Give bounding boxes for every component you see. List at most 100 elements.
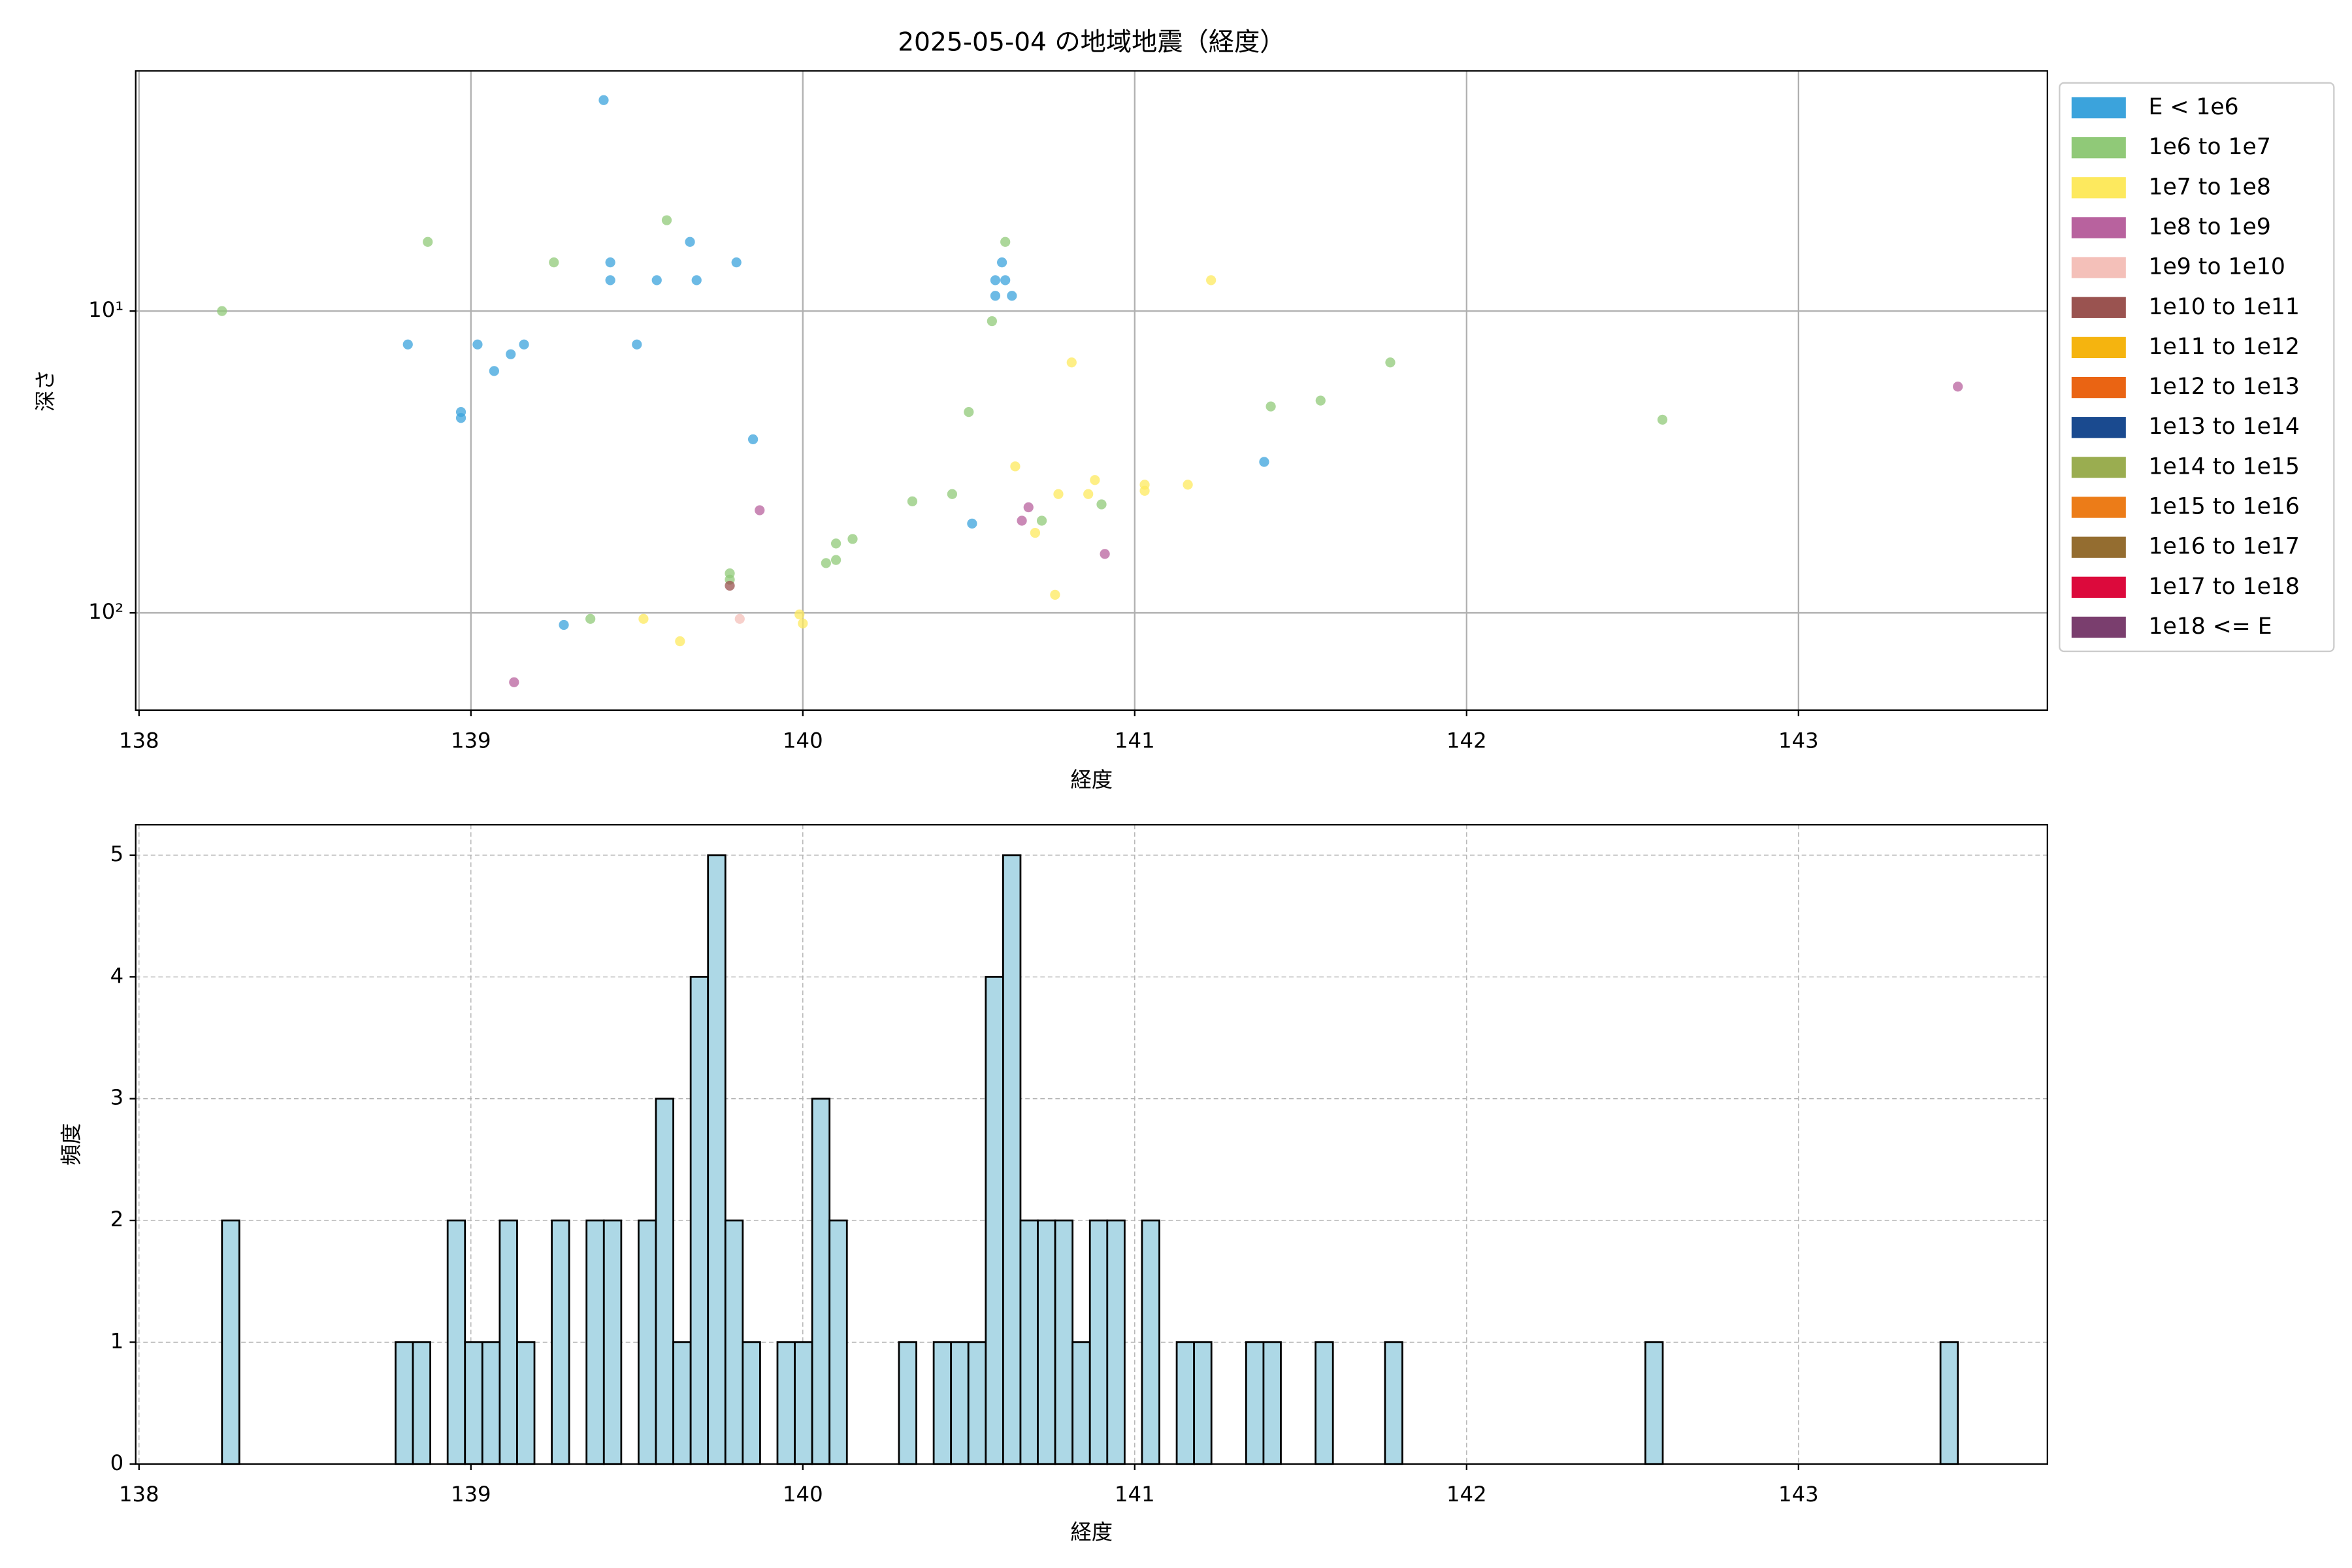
x-tick-label: 139	[451, 728, 491, 753]
legend-swatch	[2071, 137, 2126, 159]
legend-swatch	[2071, 376, 2126, 399]
histogram-bar	[1644, 1341, 1664, 1465]
y-axis-label: 深さ	[33, 369, 58, 412]
scatter-point	[661, 215, 672, 225]
histogram-bar	[985, 975, 1004, 1465]
scatter-point	[1139, 485, 1150, 496]
scatter-point	[734, 613, 745, 624]
axes-frame	[135, 70, 2048, 711]
scatter-point	[472, 339, 483, 350]
scatter-point	[559, 619, 569, 630]
legend-label: 1e15 to 1e16	[2148, 494, 2299, 520]
histogram-bar	[464, 1341, 483, 1465]
histogram-bar	[498, 1219, 518, 1465]
legend-swatch	[2071, 336, 2126, 359]
scatter-point	[964, 407, 974, 417]
scatter-point	[1000, 275, 1011, 286]
scatter-point	[830, 555, 841, 565]
scatter-point	[509, 677, 519, 687]
legend: E < 1e6 1e6 to 1e7 1e7 to 1e8 1e8 to 1e9 1e9…	[2059, 82, 2335, 653]
chart-title: 2025-05-04 の地域地震（経度）	[898, 27, 1285, 57]
histogram-bar	[1088, 1219, 1109, 1465]
scatter-point	[402, 339, 413, 350]
scatter-point	[987, 316, 997, 327]
legend-swatch	[2071, 217, 2126, 238]
legend-swatch	[2071, 497, 2126, 518]
scatter-point	[691, 275, 702, 286]
histogram-bar	[1002, 854, 1022, 1465]
histogram-bar	[724, 1219, 744, 1465]
histogram-bar	[742, 1341, 761, 1465]
legend-swatch	[2071, 297, 2126, 318]
scatter-point	[1206, 275, 1217, 286]
histogram-bar	[1037, 1219, 1056, 1465]
histogram-bar	[828, 1219, 848, 1465]
plot-area: 138 139 140 141 142 143 0 1 2 3 4 5	[110, 825, 2048, 1507]
legend-label: 1e10 to 1e11	[2148, 294, 2299, 320]
y-tick-label: 5	[110, 841, 124, 866]
histogram-bar	[412, 1341, 431, 1465]
histogram-bar	[1939, 1341, 1959, 1465]
plot-area: 138 139 140 141 142 143 10¹ 10²	[88, 71, 2048, 753]
scatter-point	[798, 618, 808, 629]
scatter-point	[675, 636, 685, 647]
scatter-point	[1266, 401, 1276, 412]
scatter-point	[423, 237, 433, 247]
legend-swatch	[2071, 417, 2126, 438]
histogram-bar	[689, 975, 710, 1465]
legend-label: E < 1e6	[2148, 94, 2238, 120]
legend-label: 1e11 to 1e12	[2148, 334, 2299, 360]
legend-label: 1e13 to 1e14	[2148, 414, 2299, 440]
histogram-bar	[1106, 1219, 1126, 1465]
histogram-bar	[551, 1219, 570, 1465]
scatter-point	[1000, 237, 1011, 247]
scatter-point	[519, 339, 529, 350]
legend-label: 1e16 to 1e17	[2148, 534, 2299, 560]
histogram-bar	[898, 1341, 917, 1465]
scatter-point	[1315, 395, 1326, 406]
y-tick-label: 4	[110, 963, 124, 988]
x-tick-label: 138	[119, 728, 159, 753]
scatter-point	[1096, 499, 1107, 510]
scatter-point	[990, 275, 1001, 286]
histogram-bar	[776, 1341, 796, 1465]
y-tick-label: 10¹	[88, 297, 123, 322]
histogram-bar	[1175, 1341, 1196, 1465]
x-tick-label: 139	[451, 1482, 491, 1507]
scatter-point	[1007, 291, 1017, 301]
histogram-bar	[672, 1341, 692, 1465]
x-axis-label: 経度	[1070, 767, 1113, 792]
histogram-bar	[585, 1219, 605, 1465]
histogram-bar	[967, 1341, 987, 1465]
legend-label: 1e14 to 1e15	[2148, 453, 2299, 480]
histogram-bar	[1193, 1341, 1213, 1465]
x-axis-label: 経度	[1070, 1520, 1113, 1544]
legend-label: 1e6 to 1e7	[2148, 134, 2270, 160]
scatter-point	[996, 257, 1007, 268]
x-tick-label: 138	[119, 1482, 159, 1507]
scatter-point	[1050, 589, 1060, 600]
legend-label: 1e18 <= E	[2148, 613, 2272, 640]
scatter-point	[747, 434, 759, 445]
legend-label: 1e9 to 1e10	[2148, 254, 2285, 280]
scatter-point	[1083, 489, 1094, 499]
scatter-point	[725, 580, 735, 591]
scatter-point	[1657, 414, 1668, 425]
histogram-bar	[221, 1219, 240, 1465]
scatter-point	[1100, 549, 1110, 559]
histogram-bar	[794, 1341, 813, 1465]
scatter-point	[585, 613, 596, 624]
histogram-bar	[1019, 1219, 1039, 1465]
scatter-point	[830, 538, 841, 549]
scatter-point	[605, 257, 615, 268]
legend-swatch	[2071, 177, 2126, 199]
histogram-bar	[655, 1098, 674, 1465]
x-tick-label: 143	[1778, 1482, 1819, 1507]
scatter-point	[755, 505, 765, 515]
histogram-bar	[1141, 1219, 1160, 1465]
scatter-point	[947, 489, 958, 499]
y-tick-label: 0	[110, 1450, 124, 1475]
y-tick-label: 10²	[88, 599, 123, 624]
x-tick-label: 141	[1115, 1482, 1155, 1507]
